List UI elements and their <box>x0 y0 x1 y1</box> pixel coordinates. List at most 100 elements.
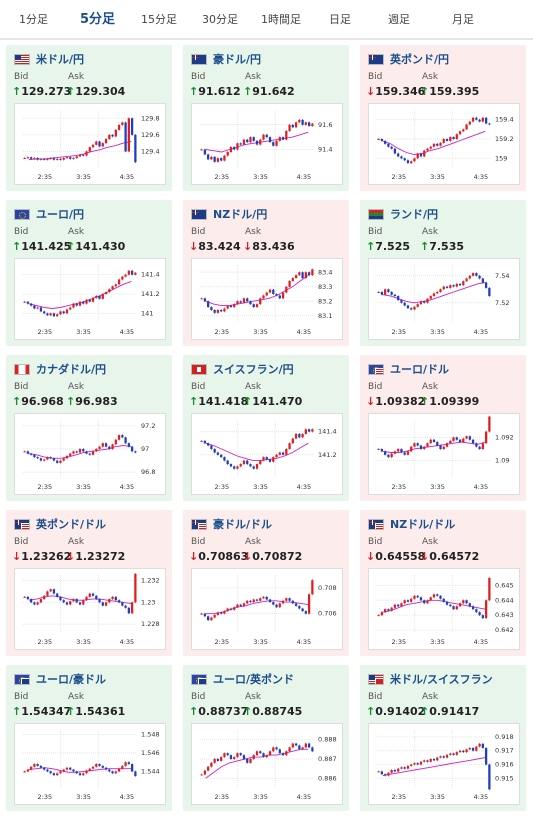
candlestick-chart[interactable]: 141.4 141.2 141 2:35 3:35 4:35 <box>14 258 166 340</box>
candle <box>423 600 426 604</box>
tab-30min[interactable]: 30分足 <box>202 13 238 26</box>
tab-15min[interactable]: 15分足 <box>141 13 177 26</box>
candle <box>117 279 121 285</box>
candlestick-chart[interactable]: 97.2 97 96.8 2:35 3:35 4:35 <box>14 413 166 495</box>
pair-name-link[interactable]: 米ドル/スイスフラン <box>390 673 493 686</box>
tab-1hour[interactable]: 1時間足 <box>261 13 301 26</box>
pair-name-link[interactable]: ユーロ/ドル <box>390 363 450 376</box>
tab-monthly[interactable]: 月足 <box>452 13 474 26</box>
candle <box>33 602 36 605</box>
pair-name-link[interactable]: ユーロ/円 <box>36 208 85 221</box>
candle <box>294 603 298 606</box>
bid-price: ↑141.418 <box>189 395 248 408</box>
candle <box>229 464 233 467</box>
candle <box>423 446 426 449</box>
pair-name-link[interactable]: 豪ドル/円 <box>213 53 262 66</box>
candle <box>416 443 419 446</box>
ask-value: 7.535 <box>429 240 465 253</box>
candlestick-chart[interactable]: 1.092 1.09 2:35 3:35 4:35 <box>368 413 520 495</box>
candle <box>72 451 75 454</box>
bid-value: 0.91402 <box>375 705 426 718</box>
candlestick-chart[interactable]: 83.4 83.3 83.2 83.1 2:35 3:35 4:35 <box>191 258 343 340</box>
candle <box>432 594 436 598</box>
candle <box>39 158 43 160</box>
ask-value: 129.304 <box>75 85 126 98</box>
candle <box>239 464 242 467</box>
y-tick-label: 159.4 <box>495 116 514 124</box>
pair-name-link[interactable]: カナダドル/円 <box>36 363 107 376</box>
pair-name-link[interactable]: 豪ドル/ドル <box>213 518 273 531</box>
candle <box>88 147 91 152</box>
candle <box>210 762 213 767</box>
candle <box>416 304 419 307</box>
candle <box>78 773 82 776</box>
candle <box>439 756 442 758</box>
candle <box>220 757 223 761</box>
candlestick-chart[interactable]: 141.4 141.2 2:35 3:35 4:35 <box>191 413 343 495</box>
candle <box>452 753 455 755</box>
candle <box>56 158 59 160</box>
candle <box>304 122 307 125</box>
candle <box>121 276 124 280</box>
x-tick-label: 2:35 <box>38 173 53 181</box>
pair-name-link[interactable]: NZドル/円 <box>213 208 268 221</box>
candle <box>484 747 488 765</box>
candle <box>62 158 65 160</box>
candle <box>380 291 384 295</box>
candlestick-chart[interactable]: 0.888 0.887 0.886 2:35 3:35 4:35 <box>191 723 343 805</box>
pair-name-link[interactable]: スイスフラン/円 <box>213 363 294 376</box>
pair-name-link[interactable]: NZドル/ドル <box>390 518 456 531</box>
x-tick-label: 4:35 <box>474 173 489 181</box>
x-tick-label: 4:35 <box>297 173 312 181</box>
moving-average-line <box>382 757 486 777</box>
candle <box>419 445 423 449</box>
pair-name-link[interactable]: ユーロ/豪ドル <box>36 673 107 686</box>
tab-1min[interactable]: 1分足 <box>19 13 48 26</box>
pair-name-link[interactable]: ランド/円 <box>390 208 439 221</box>
bid-label: Bid <box>368 227 383 237</box>
candle <box>475 609 478 613</box>
candle <box>121 602 124 606</box>
candlestick-chart[interactable]: 0.708 0.706 2:35 3:35 4:35 <box>191 568 343 650</box>
candlestick-chart[interactable]: 0.918 0.917 0.916 0.915 2:35 3:35 4:35 <box>368 723 520 805</box>
candlestick-chart[interactable]: 129.8 129.6 129.4 2:35 3:35 4:35 <box>14 103 166 185</box>
candlestick-chart[interactable]: 1.548 1.546 1.544 2:35 3:35 4:35 <box>14 723 166 805</box>
candle <box>62 600 65 603</box>
pair-name-link[interactable]: 英ポンド/円 <box>390 53 450 66</box>
candlestick-chart[interactable]: 91.6 91.4 2:35 3:35 4:35 <box>191 103 343 185</box>
candlestick-chart[interactable]: 1.232 1.23 1.228 2:35 3:35 4:35 <box>14 568 166 650</box>
bid-price: ↑7.525 <box>366 240 410 253</box>
timeframe-tabs: 1分足 5分足 15分足 30分足 1時間足 日足 週足 月足 <box>0 0 533 40</box>
candle <box>455 752 458 755</box>
x-tick-label: 4:35 <box>120 328 135 336</box>
candle <box>111 286 114 290</box>
arrow-up-icon: ↑ <box>420 705 430 718</box>
y-tick-label: 7.52 <box>495 299 509 307</box>
candlestick-chart[interactable]: 159.4 159.2 159 2:35 3:35 4:35 <box>368 103 520 185</box>
candlestick-chart[interactable]: 7.54 7.52 2:35 3:35 4:35 <box>368 258 520 340</box>
candle <box>384 140 387 144</box>
candle <box>213 309 216 313</box>
pair-header: 豪ドル/ドル <box>191 516 272 532</box>
candle <box>416 153 419 159</box>
candle <box>249 301 252 305</box>
y-tick-label: 0.917 <box>495 747 514 755</box>
tab-weekly[interactable]: 週足 <box>388 13 410 26</box>
candle <box>449 440 452 444</box>
candlestick-chart[interactable]: 0.645 0.644 0.643 0.642 2:35 3:35 4:35 <box>368 568 520 650</box>
tab-daily[interactable]: 日足 <box>329 13 351 26</box>
candle <box>275 604 278 608</box>
x-tick-label: 2:35 <box>392 173 407 181</box>
candle <box>108 446 111 449</box>
candle <box>239 753 242 756</box>
candle <box>429 296 432 299</box>
pair-name-link[interactable]: 米ドル/円 <box>36 53 85 66</box>
candle <box>488 287 491 297</box>
y-tick-label: 1.232 <box>141 576 160 584</box>
candle <box>439 445 442 449</box>
tab-5min[interactable]: 5分足 <box>79 12 116 27</box>
pair-name-link[interactable]: ユーロ/英ポンド <box>213 673 295 686</box>
candle <box>465 124 468 130</box>
candle <box>26 157 30 159</box>
pair-name-link[interactable]: 英ポンド/ドル <box>36 518 107 531</box>
